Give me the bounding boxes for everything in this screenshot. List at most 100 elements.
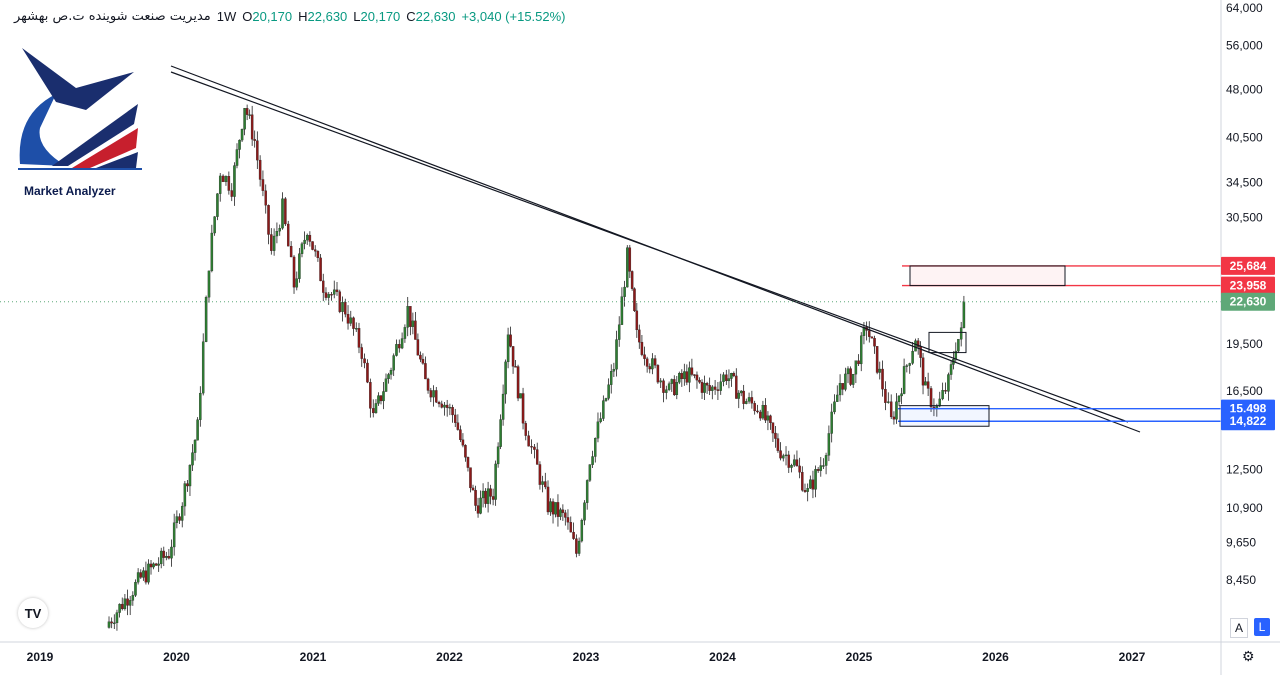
settings-icon[interactable]: ⚙ (1242, 648, 1255, 664)
interval[interactable]: 1W (216, 9, 237, 24)
price-label-support: 15,498 (1230, 402, 1267, 416)
candle-body (494, 463, 497, 500)
low-value: 20,170 (360, 9, 401, 24)
candle-body (722, 374, 725, 382)
candle-body (346, 313, 350, 324)
candle-body (711, 386, 714, 391)
candle-body (464, 445, 467, 458)
candle-body (962, 301, 966, 328)
candle-body (617, 324, 621, 340)
candle-body (165, 556, 168, 558)
log-scale-button[interactable]: L (1254, 618, 1270, 636)
candle-body (833, 401, 836, 413)
candle-body (719, 381, 722, 391)
candle-body (911, 351, 914, 364)
candle-body (120, 603, 124, 610)
candle-body (670, 379, 674, 384)
candle-body (461, 439, 465, 446)
y-tick-label: 56,000 (1226, 39, 1263, 53)
candle-body (554, 502, 557, 515)
auto-scale-button[interactable]: A (1230, 618, 1248, 638)
candle-body (750, 397, 754, 404)
candle-body (349, 317, 353, 324)
candle-body (685, 371, 689, 383)
candle-body (201, 341, 205, 394)
logo-text: Market Analyzer (24, 184, 116, 198)
candle-body (175, 516, 179, 523)
candle-body (809, 479, 812, 489)
price-label-last: 22,630 (1230, 295, 1267, 309)
open-value: 20,170 (252, 9, 293, 24)
candle-body (445, 404, 449, 408)
candle-body (905, 365, 909, 367)
candle-body (476, 505, 480, 514)
candle-body (583, 502, 586, 521)
candle-body (897, 395, 901, 402)
candle-body (235, 149, 239, 166)
candle-body (421, 358, 425, 364)
logo-stripe-end (96, 152, 138, 168)
candle-body (414, 320, 417, 340)
y-tick-label: 19,500 (1226, 337, 1263, 351)
candle-body (284, 198, 287, 225)
tradingview-badge[interactable]: TV (18, 598, 48, 628)
candle-body (250, 114, 254, 140)
candle-body (193, 440, 197, 453)
candle-body (377, 395, 380, 404)
candle-body (626, 247, 629, 288)
candle-body (180, 505, 184, 521)
price-label-resistance: 23,958 (1230, 279, 1267, 293)
candle-body (739, 390, 743, 394)
candle-body (916, 340, 920, 347)
candle-body (224, 176, 228, 183)
candle-body (693, 374, 696, 376)
candle-body (281, 198, 284, 229)
candle-body (272, 235, 276, 251)
candle-body (747, 397, 751, 402)
candle-body (875, 346, 879, 373)
candle-body (588, 464, 592, 481)
candle-body (914, 340, 917, 352)
candle-body (227, 176, 231, 191)
candle-body (243, 108, 246, 130)
candle-body (248, 114, 251, 116)
candle-body (884, 388, 887, 403)
candle-body (662, 380, 665, 393)
candle-body (134, 582, 137, 596)
x-tick-label: 2020 (163, 650, 190, 664)
candle-body (591, 456, 594, 465)
candle-body (398, 344, 401, 349)
candle-body (705, 383, 709, 386)
candle-body (170, 546, 173, 559)
candle-body (289, 245, 293, 258)
candle-body (429, 390, 433, 398)
y-tick-label: 64,000 (1226, 1, 1263, 15)
symbol-name[interactable]: مدیریت صنعت شوینده ت.ص بهشهر (14, 9, 211, 24)
candle-body (322, 280, 325, 293)
close-value: 22,630 (415, 9, 456, 24)
candle-body (527, 435, 530, 447)
candle-body (771, 422, 775, 434)
candle-body (607, 384, 610, 399)
candle-body (659, 380, 662, 383)
candle-body (245, 108, 249, 115)
price-label-bg (1221, 292, 1275, 311)
candle-body (585, 480, 589, 503)
candle-body (426, 378, 430, 391)
candle-body (569, 522, 573, 533)
candle-body (690, 367, 694, 375)
candle-body (253, 139, 256, 141)
candle-body (261, 179, 265, 191)
candle-body (535, 449, 539, 465)
candle-body (147, 563, 150, 583)
candle-body (628, 247, 632, 272)
candle-body (673, 379, 676, 396)
candle-body (742, 390, 745, 404)
candle-body (152, 563, 155, 568)
candle-body (432, 390, 435, 398)
candle-body (798, 465, 801, 473)
candle-body (959, 327, 963, 340)
